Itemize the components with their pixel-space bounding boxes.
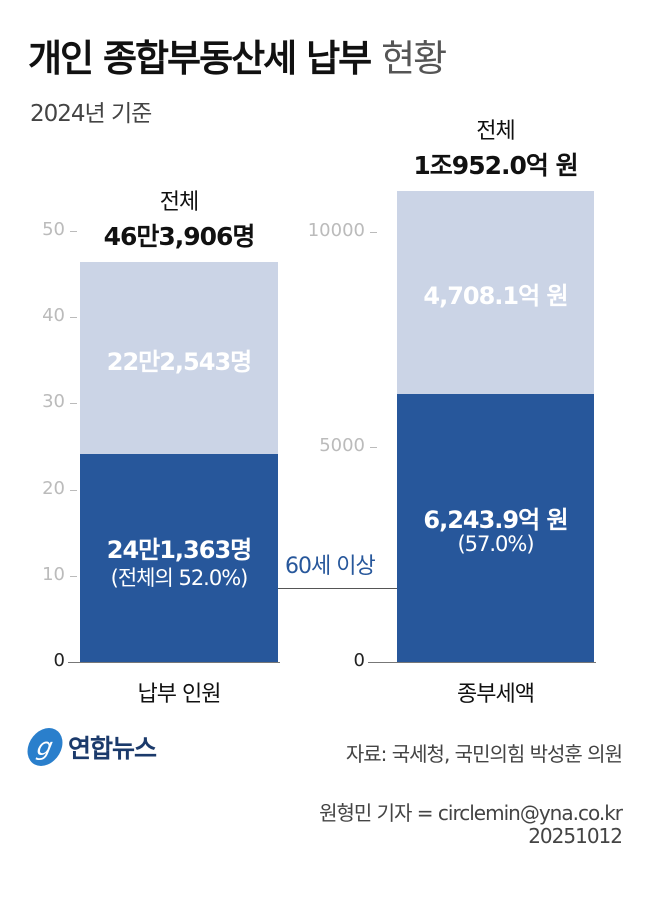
x-category-label: 종부세액 — [457, 682, 535, 707]
yonhap-logo: g 연합뉴스 — [23, 728, 157, 766]
y-tick-label: 30 — [42, 391, 65, 413]
bar-segment-under-60 — [80, 262, 278, 454]
annotation-label: 60세 이상 — [285, 548, 376, 580]
bar-segment-under-60 — [397, 191, 594, 394]
y-tick-label: 0 — [353, 650, 365, 671]
bar-share-label: (57.0%) — [457, 531, 534, 556]
bar-value-label: 24만1,363명 — [106, 535, 252, 564]
y-tick-label: 10000 — [307, 220, 365, 241]
total-value: 1조952.0억 원 — [413, 151, 578, 181]
x-category-label: 납부 인원 — [137, 682, 222, 707]
total-caption: 전체 — [159, 190, 199, 216]
y-tick-label: 5000 — [319, 435, 365, 456]
bar-value-label: 6,243.9억 원 — [423, 505, 568, 534]
y-tick-mark — [370, 447, 377, 448]
y-tick-mark — [70, 317, 77, 319]
logo-text: 연합뉴스 — [68, 734, 157, 763]
y-tick-mark — [70, 489, 77, 491]
y-tick-label: 0 — [53, 650, 65, 671]
y-tick-mark — [70, 575, 77, 577]
total-value: 46만3,906명 — [103, 222, 256, 252]
annotation-line — [278, 588, 397, 589]
bar-segment-60-plus — [80, 453, 278, 662]
total-caption: 전체 — [476, 119, 515, 145]
y-tick-label: 10 — [42, 563, 65, 585]
y-tick-mark — [370, 232, 377, 233]
y-tick-label: 20 — [42, 477, 65, 499]
y-tick-label: 40 — [42, 305, 65, 327]
subtitle: 2024년 기준 — [30, 101, 152, 127]
source: 자료: 국세청, 국민의힘 박성훈 의원 — [345, 742, 623, 766]
reporter: 원형민 기자 = circlemin@yna.co.kr — [319, 801, 623, 825]
bar-value-label: 22만2,543명 — [106, 348, 252, 377]
bar-share-label: (전체의 52.0%) — [110, 565, 249, 590]
date: 20251012 — [528, 824, 623, 848]
y-tick-label: 50 — [42, 219, 65, 240]
page-title: 개인 종합부동산세 납부 현황 — [28, 37, 447, 80]
y-tick-mark — [70, 231, 77, 232]
y-tick-mark — [70, 403, 77, 405]
x-axis-line — [68, 662, 280, 663]
logo-globe-icon: g — [23, 728, 67, 766]
bar-value-label: 4,708.1억 원 — [423, 282, 568, 311]
bar-segment-60-plus — [397, 393, 594, 662]
x-axis-line — [368, 662, 596, 663]
